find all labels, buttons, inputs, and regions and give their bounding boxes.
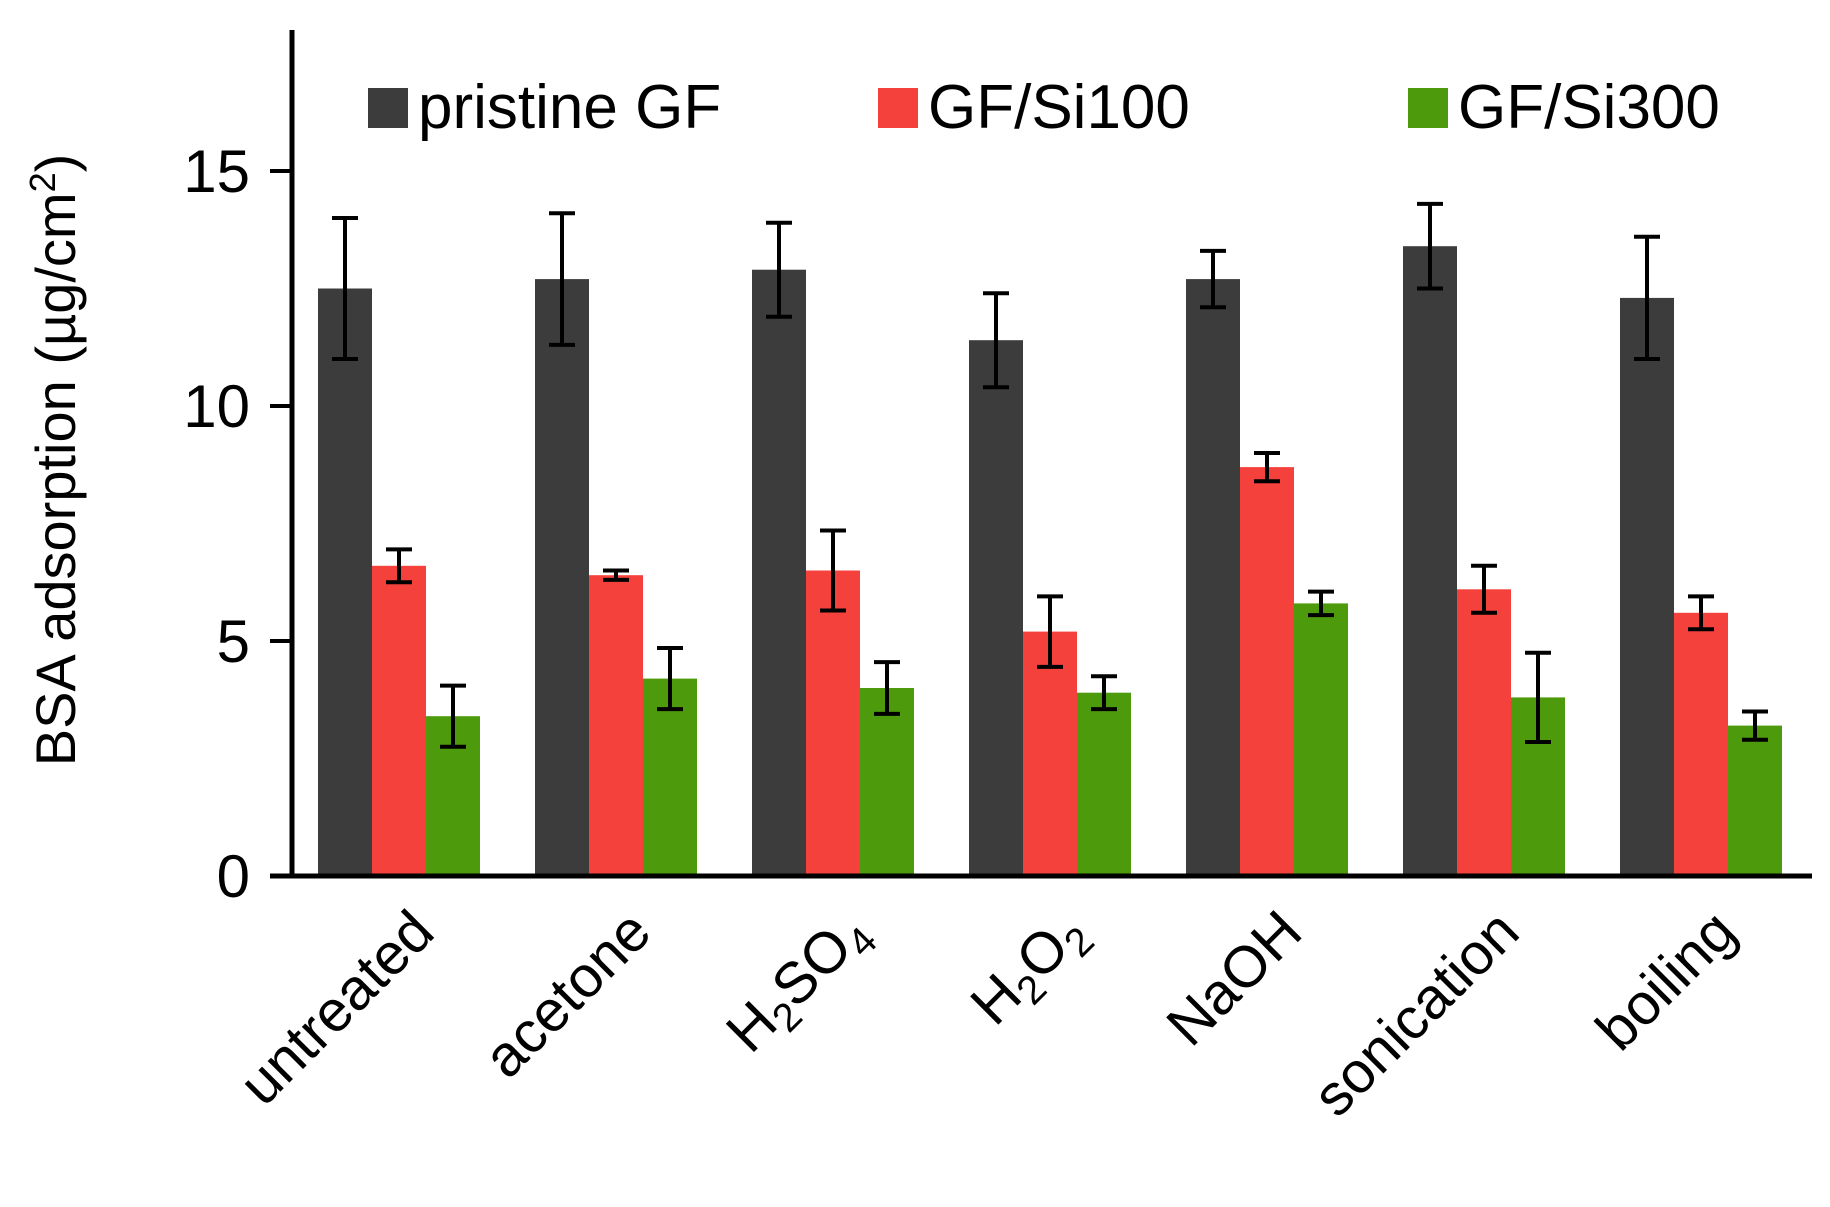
y-tick-label-15: 15 bbox=[183, 138, 250, 205]
error-bar-gf-si100-naoh bbox=[1254, 451, 1280, 484]
bar-gf-si100-h2o2 bbox=[1023, 631, 1077, 876]
bar-pristine-gf-untreated bbox=[318, 288, 372, 876]
bars-layer bbox=[318, 246, 1782, 877]
bar-gf-si100-h2so4 bbox=[806, 570, 860, 876]
bar-pristine-gf-boiling bbox=[1620, 297, 1674, 876]
error-bar-pristine-gf-boiling bbox=[1634, 234, 1660, 361]
legend-label: GF/Si100 bbox=[928, 73, 1190, 142]
error-bar-pristine-gf-sonication bbox=[1417, 201, 1443, 291]
bar-gf-si100-untreated bbox=[372, 565, 426, 876]
error-bar-gf-si100-boiling bbox=[1688, 594, 1714, 632]
error-bar-gf-si100-h2o2 bbox=[1037, 594, 1063, 669]
error-bar-pristine-gf-h2o2 bbox=[983, 291, 1009, 390]
error-bar-gf-si300-untreated bbox=[440, 683, 466, 749]
legend-swatch bbox=[1408, 88, 1448, 128]
legend-item-gf-si100: GF/Si100 bbox=[878, 73, 1190, 142]
bar-gf-si100-acetone bbox=[589, 575, 643, 876]
bar-gf-si100-sonication bbox=[1457, 589, 1511, 876]
error-bar-gf-si100-untreated bbox=[386, 547, 412, 585]
bar-gf-si300-acetone bbox=[643, 678, 697, 876]
legend-swatch bbox=[878, 88, 918, 128]
y-axis-title-main: BSA adsorption (µg/cm bbox=[24, 192, 87, 766]
y-tick-label-10: 10 bbox=[183, 373, 250, 440]
y-ticks-layer: 0 5 10 15 bbox=[183, 138, 292, 910]
error-bar-gf-si300-naoh bbox=[1308, 589, 1334, 618]
legend-item-gf-si300: GF/Si300 bbox=[1408, 73, 1720, 142]
x-category-label-acetone: acetone bbox=[471, 898, 663, 1090]
error-bar-pristine-gf-naoh bbox=[1200, 248, 1226, 310]
bar-pristine-gf-acetone bbox=[535, 279, 589, 877]
legend-label: pristine GF bbox=[418, 73, 721, 142]
x-category-label-untreated: untreated bbox=[227, 898, 446, 1117]
legend-swatch bbox=[368, 88, 408, 128]
error-bar-gf-si300-sonication bbox=[1525, 650, 1551, 745]
error-bar-gf-si300-h2so4 bbox=[874, 660, 900, 716]
y-tick-label-5: 5 bbox=[217, 608, 250, 675]
x-category-label-naoh: NaOH bbox=[1154, 898, 1314, 1058]
error-bar-pristine-gf-h2so4 bbox=[766, 220, 792, 319]
bar-gf-si100-naoh bbox=[1240, 467, 1294, 876]
bar-gf-si300-boiling bbox=[1728, 725, 1782, 876]
y-tick-label-0: 0 bbox=[217, 843, 250, 910]
x-category-label-sonication: sonication bbox=[1301, 898, 1532, 1129]
bar-pristine-gf-sonication bbox=[1403, 246, 1457, 876]
legend: pristine GF GF/Si100 GF/Si300 bbox=[368, 73, 1720, 142]
bar-gf-si100-boiling bbox=[1674, 612, 1728, 876]
x-category-label-h2so4: H2SO4 bbox=[714, 898, 886, 1070]
bar-gf-si300-naoh bbox=[1294, 603, 1348, 876]
error-bars-layer bbox=[332, 201, 1768, 749]
error-bar-gf-si300-h2o2 bbox=[1091, 674, 1117, 712]
bar-pristine-gf-h2so4 bbox=[752, 269, 806, 876]
y-axis-title: BSA adsorption (µg/cm2) bbox=[22, 154, 87, 767]
error-bar-gf-si100-acetone bbox=[603, 568, 629, 582]
error-bar-pristine-gf-acetone bbox=[549, 211, 575, 347]
error-bar-pristine-gf-untreated bbox=[332, 216, 358, 361]
error-bar-gf-si100-sonication bbox=[1471, 563, 1497, 615]
x-category-label-boiling: boiling bbox=[1584, 898, 1749, 1063]
error-bar-gf-si100-h2so4 bbox=[820, 528, 846, 613]
error-bar-gf-si300-acetone bbox=[657, 646, 683, 712]
bar-pristine-gf-naoh bbox=[1186, 279, 1240, 877]
bar-gf-si300-h2o2 bbox=[1077, 692, 1131, 876]
y-axis-title-end: ) bbox=[24, 154, 87, 173]
legend-item-pristine-gf: pristine GF bbox=[368, 73, 721, 142]
legend-label: GF/Si300 bbox=[1458, 73, 1720, 142]
error-bar-gf-si300-boiling bbox=[1742, 709, 1768, 742]
x-category-label-h2o2: H2O2 bbox=[958, 898, 1103, 1043]
bar-pristine-gf-h2o2 bbox=[969, 340, 1023, 876]
y-axis-title-sup: 2 bbox=[22, 172, 63, 192]
bar-gf-si300-h2so4 bbox=[860, 688, 914, 876]
